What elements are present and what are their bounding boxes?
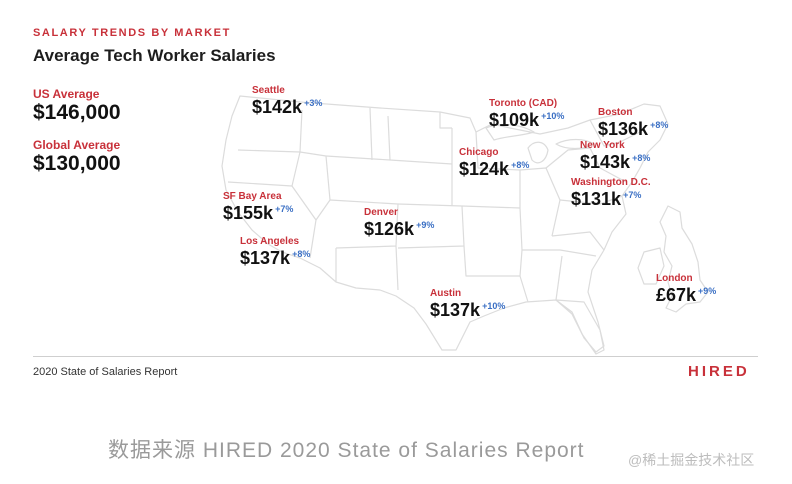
city-salary: $137k <box>240 248 291 268</box>
city-washington-dc: Washington D.C. $131k +7% <box>571 177 651 210</box>
city-change: +8% <box>511 160 530 170</box>
city-name: Boston <box>598 107 633 118</box>
report-kicker: SALARY TRENDS BY MARKET <box>33 27 231 39</box>
city-name: SF Bay Area <box>223 191 282 202</box>
city-salary: $131k <box>571 189 622 209</box>
city-change: +9% <box>416 220 435 230</box>
city-name: New York <box>580 140 625 151</box>
city-chicago: Chicago $124k +8% <box>459 147 529 180</box>
city-salary: $124k <box>459 159 510 179</box>
city-london: London £67k +9% <box>656 273 716 306</box>
florida <box>555 299 605 355</box>
us-average-label: US Average <box>33 87 100 101</box>
city-change: +9% <box>698 286 717 296</box>
city-denver: Denver $126k +9% <box>364 207 434 240</box>
site-watermark: @稀土掘金技术社区 <box>628 452 755 468</box>
city-toronto: Toronto (CAD) $109k +10% <box>489 98 564 131</box>
city-new-york: New York $143k +8% <box>580 140 650 173</box>
report-name: 2020 State of Salaries Report <box>33 366 178 378</box>
city-salary: $155k <box>223 203 274 223</box>
city-name: Denver <box>364 207 398 218</box>
great-lakes <box>485 123 535 141</box>
city-name: Seattle <box>252 85 285 96</box>
page-title: Average Tech Worker Salaries <box>33 46 276 65</box>
city-name: London <box>656 273 693 284</box>
city-los-angeles: Los Angeles $137k +8% <box>240 236 310 269</box>
city-sf-bay-area: SF Bay Area $155k +7% <box>223 191 293 224</box>
city-salary: $137k <box>430 300 481 320</box>
city-change: +8% <box>650 120 669 130</box>
hired-logo: HIRED <box>688 363 750 380</box>
city-change: +7% <box>623 190 642 200</box>
city-salary: £67k <box>656 285 697 305</box>
footer-divider <box>33 356 758 357</box>
city-salary: $109k <box>489 110 540 130</box>
uk-outline <box>659 205 709 313</box>
city-salary: $126k <box>364 219 415 239</box>
city-name: Washington D.C. <box>571 177 651 188</box>
city-change: +10% <box>541 111 565 121</box>
city-boston: Boston $136k +8% <box>598 107 668 140</box>
city-name: Los Angeles <box>240 236 300 247</box>
city-seattle: Seattle $142k +3% <box>252 85 322 118</box>
city-name: Toronto (CAD) <box>489 98 558 109</box>
city-change: +8% <box>632 153 651 163</box>
map <box>221 95 709 355</box>
city-salary: $136k <box>598 119 649 139</box>
city-change: +3% <box>304 98 323 108</box>
city-austin: Austin $137k +10% <box>430 288 505 321</box>
ireland-outline <box>637 247 665 285</box>
city-name: Chicago <box>459 147 499 158</box>
city-name: Austin <box>430 288 462 299</box>
global-average-value: $130,000 <box>33 152 121 175</box>
city-salary: $143k <box>580 152 631 172</box>
city-change: +10% <box>482 301 506 311</box>
us-average-value: $146,000 <box>33 101 121 124</box>
salary-infographic: SALARY TRENDS BY MARKET Average Tech Wor… <box>33 27 758 380</box>
global-average-label: Global Average <box>33 138 121 152</box>
city-change: +7% <box>275 204 294 214</box>
source-caption: 数据来源 HIRED 2020 State of Salaries Report <box>108 439 585 462</box>
city-salary: $142k <box>252 97 303 117</box>
us-outline <box>221 95 669 353</box>
city-change: +8% <box>292 249 311 259</box>
